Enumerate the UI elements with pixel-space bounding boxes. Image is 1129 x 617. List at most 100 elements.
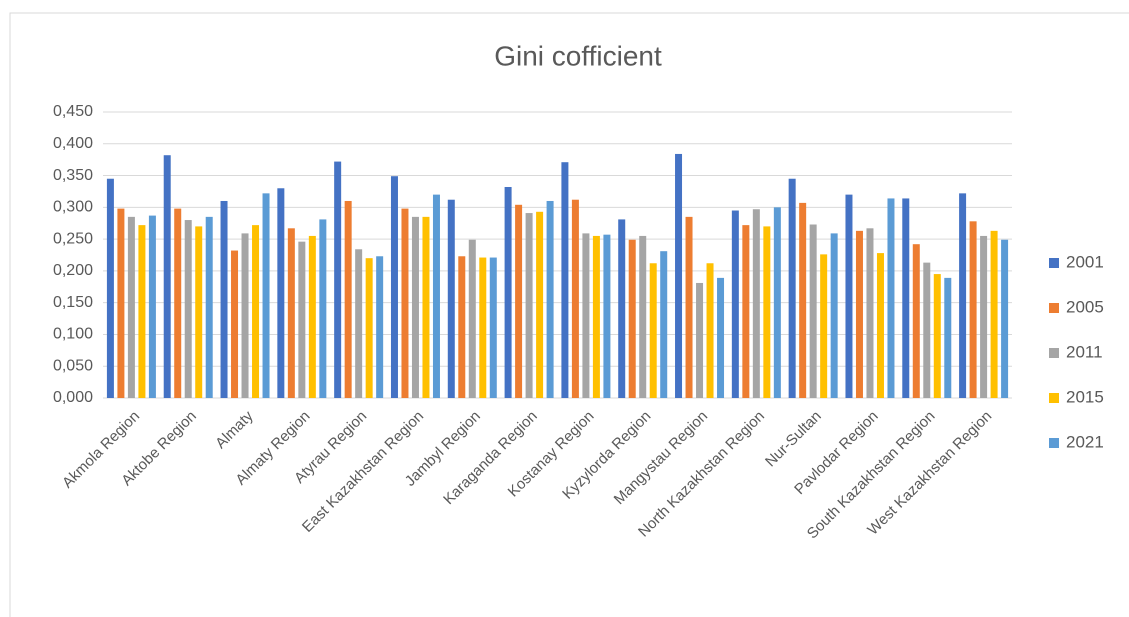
bar xyxy=(117,208,125,398)
bar xyxy=(401,208,409,398)
bar xyxy=(163,155,171,398)
bar xyxy=(277,188,285,398)
legend-label: 2005 xyxy=(1066,297,1104,316)
bar xyxy=(468,239,476,398)
bar xyxy=(618,219,626,398)
bar xyxy=(344,200,352,398)
bar xyxy=(912,244,920,398)
bar xyxy=(717,277,725,398)
y-tick-label: 0,050 xyxy=(53,357,93,374)
bar xyxy=(696,282,704,398)
bar xyxy=(788,178,796,398)
bar xyxy=(855,230,863,398)
bar xyxy=(308,235,316,398)
bar xyxy=(504,186,512,398)
bar xyxy=(980,235,988,398)
bar xyxy=(592,235,600,398)
bar xyxy=(561,162,569,398)
bar xyxy=(148,215,156,398)
bar xyxy=(447,199,455,398)
bar xyxy=(106,178,114,398)
bar xyxy=(262,193,270,398)
bar xyxy=(820,254,828,398)
y-tick-label: 0,200 xyxy=(53,262,93,279)
y-tick-label: 0,450 xyxy=(53,103,93,120)
bar xyxy=(205,216,213,398)
bar xyxy=(298,241,306,398)
bar xyxy=(845,194,853,398)
x-tick-label: Almaty xyxy=(212,407,257,452)
bar xyxy=(195,226,203,398)
bar xyxy=(319,219,327,398)
bar xyxy=(773,207,781,398)
legend-swatch xyxy=(1049,438,1059,448)
bar xyxy=(830,233,838,398)
x-tick-label: Karaganda Region xyxy=(440,408,540,508)
y-tick-label: 0,400 xyxy=(53,135,93,152)
bar xyxy=(799,202,807,398)
bar xyxy=(355,249,363,398)
bar xyxy=(731,210,739,398)
bar xyxy=(252,225,260,398)
bar xyxy=(660,251,668,398)
bar xyxy=(887,198,895,398)
bar xyxy=(603,234,611,398)
bar xyxy=(231,250,239,398)
bar xyxy=(241,233,249,398)
bar xyxy=(923,262,931,398)
bar xyxy=(376,256,384,398)
bar xyxy=(990,230,998,398)
bar xyxy=(479,257,487,398)
bar xyxy=(944,277,952,398)
bar xyxy=(536,211,544,398)
y-tick-label: 0,300 xyxy=(53,199,93,216)
bar xyxy=(489,257,497,398)
bar xyxy=(959,193,967,398)
bar xyxy=(933,274,941,398)
legend-swatch xyxy=(1049,348,1059,358)
bar xyxy=(752,209,760,398)
bar xyxy=(432,194,440,398)
bar xyxy=(1001,239,1009,398)
bar xyxy=(742,225,750,398)
bar xyxy=(138,225,146,398)
y-tick-label: 0,250 xyxy=(53,230,93,247)
bar xyxy=(685,216,693,398)
bar xyxy=(184,220,192,398)
bar xyxy=(422,216,430,398)
bar xyxy=(902,198,910,398)
bar xyxy=(571,199,579,398)
bar xyxy=(546,200,554,398)
chart-title: Gini cofficient xyxy=(494,40,662,71)
bar xyxy=(525,213,533,398)
bar xyxy=(876,253,884,398)
bar xyxy=(628,239,636,398)
y-tick-label: 0,350 xyxy=(53,167,93,184)
x-tick-label: Mangystau Region xyxy=(611,408,711,508)
legend-label: 2001 xyxy=(1066,252,1104,271)
bar xyxy=(582,233,590,398)
bar xyxy=(675,153,683,398)
bar xyxy=(969,221,977,398)
bar xyxy=(174,208,182,398)
bar xyxy=(809,224,817,398)
bar xyxy=(515,204,523,398)
y-tick-label: 0,100 xyxy=(53,326,93,343)
legend-swatch xyxy=(1049,303,1059,313)
legend-swatch xyxy=(1049,258,1059,268)
bar xyxy=(287,228,295,398)
legend-label: 2015 xyxy=(1066,387,1104,406)
bar xyxy=(866,228,874,398)
bar xyxy=(127,216,135,398)
bar xyxy=(411,216,419,398)
legend-swatch xyxy=(1049,393,1059,403)
y-tick-label: 0,150 xyxy=(53,294,93,311)
legend-label: 2021 xyxy=(1066,432,1104,451)
bar xyxy=(220,200,228,398)
bar xyxy=(390,176,398,398)
bar xyxy=(639,235,647,398)
bar xyxy=(649,263,657,398)
chart-border xyxy=(9,12,1129,617)
